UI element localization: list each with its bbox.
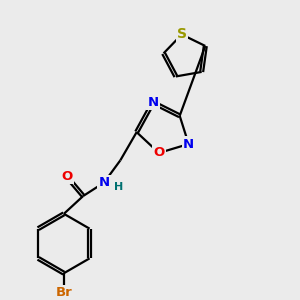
Text: N: N <box>98 176 110 189</box>
Text: O: O <box>61 170 73 183</box>
Text: N: N <box>183 137 194 151</box>
Text: S: S <box>177 28 187 41</box>
Text: Br: Br <box>56 286 72 299</box>
Text: H: H <box>114 182 123 192</box>
Text: O: O <box>153 146 164 159</box>
Text: N: N <box>147 96 158 109</box>
